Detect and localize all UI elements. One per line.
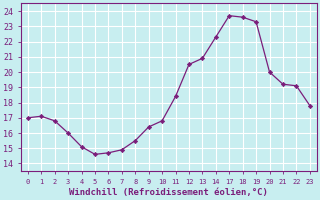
X-axis label: Windchill (Refroidissement éolien,°C): Windchill (Refroidissement éolien,°C) [69,188,268,197]
